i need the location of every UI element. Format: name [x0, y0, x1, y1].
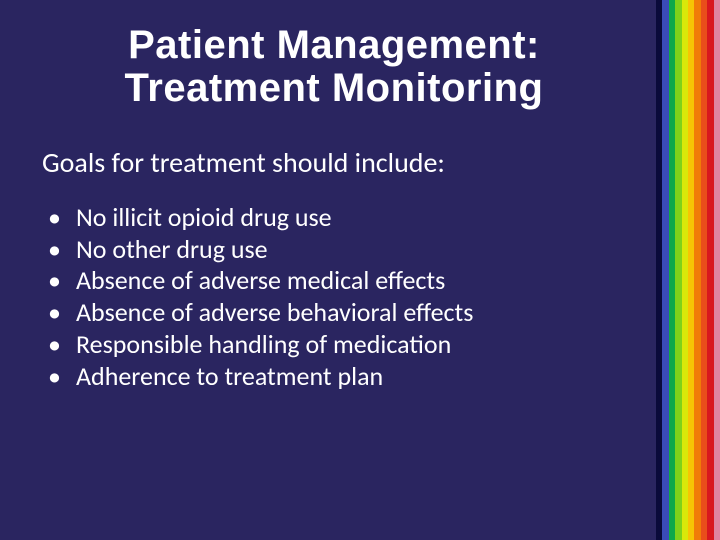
title-line-2: Treatment Monitoring	[125, 66, 544, 110]
stripe-band	[714, 0, 720, 540]
list-item: Absence of adverse medical effects	[42, 265, 626, 297]
list-item: No illicit opioid drug use	[42, 202, 626, 234]
accent-stripe	[656, 0, 720, 540]
list-item: Adherence to treatment plan	[42, 361, 626, 393]
list-item: Responsible handling of medication	[42, 329, 626, 361]
slide-subheading: Goals for treatment should include:	[42, 146, 626, 180]
goals-list: No illicit opioid drug use No other drug…	[42, 202, 626, 392]
list-item: Absence of adverse behavioral effects	[42, 297, 626, 329]
slide-main: Patient Management: Treatment Monitoring…	[0, 0, 656, 540]
title-line-1: Patient Management:	[128, 23, 540, 67]
slide-title: Patient Management: Treatment Monitoring	[42, 24, 626, 110]
slide: Patient Management: Treatment Monitoring…	[0, 0, 720, 540]
list-item: No other drug use	[42, 234, 626, 266]
